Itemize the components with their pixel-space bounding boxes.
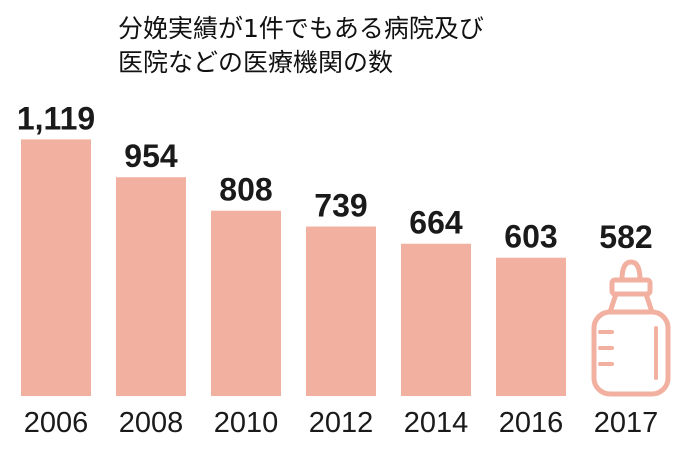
x-tick-label-2012: 2012 [309,407,374,439]
bar-2014 [401,243,471,396]
value-labels-group: 1,119 954 808 739 664 603 582 [17,100,653,255]
x-tick-label-2008: 2008 [119,407,184,439]
value-label-2006: 1,119 [17,100,95,136]
value-label-2008: 954 [124,138,178,174]
baby-bottle-icon [591,259,671,397]
value-label-2012: 739 [314,188,367,224]
bar-2012 [306,226,376,396]
x-tick-label-2014: 2014 [404,407,469,439]
bars-group [21,139,566,396]
x-axis-labels: 2006 2008 2010 2012 2014 2016 2017 [24,407,659,439]
value-label-2017: 582 [599,219,652,255]
bar-2008 [116,177,186,396]
bar-2006 [21,139,91,396]
value-label-2014: 664 [409,205,463,241]
x-tick-label-2006: 2006 [24,407,89,439]
bar-2016 [496,257,566,396]
x-tick-label-2010: 2010 [214,407,279,439]
value-label-2016: 603 [504,219,557,255]
chart-title: 分娩実績が1件でもある病院及び 医院などの医療機関の数 [118,14,484,77]
value-label-2010: 808 [219,172,272,208]
bar-2010 [211,210,281,396]
x-tick-label-2017: 2017 [594,407,659,439]
x-tick-label-2016: 2016 [499,407,564,439]
